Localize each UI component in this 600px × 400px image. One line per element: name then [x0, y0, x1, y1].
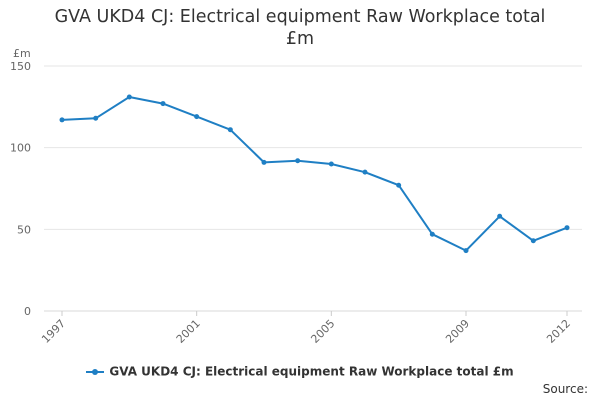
data-point-2005[interactable]	[328, 161, 334, 167]
chart-title: GVA UKD4 CJ: Electrical equipment Raw Wo…	[0, 6, 600, 50]
data-point-2008[interactable]	[429, 231, 435, 237]
y-tick-label: 150	[10, 60, 31, 73]
data-point-2007[interactable]	[396, 182, 402, 188]
data-point-2001[interactable]	[194, 114, 200, 120]
y-tick-label: 0	[24, 305, 31, 318]
data-point-2012[interactable]	[564, 225, 570, 231]
chart-title-line-1: GVA UKD4 CJ: Electrical equipment Raw Wo…	[54, 7, 546, 27]
data-point-2003[interactable]	[261, 159, 267, 165]
data-point-2004[interactable]	[295, 158, 301, 164]
x-tick-label: 1997	[39, 317, 68, 346]
data-point-2011[interactable]	[530, 238, 536, 244]
x-tick-label: 2005	[308, 317, 337, 346]
legend-label: GVA UKD4 CJ: Electrical equipment Raw Wo…	[109, 364, 514, 379]
y-tick-label: 50	[17, 223, 31, 236]
data-point-1998[interactable]	[93, 115, 99, 121]
data-point-1997[interactable]	[59, 117, 65, 123]
axes: £m 0 50 100 150 1997 2001 2005 2009 2012	[10, 47, 573, 346]
data-point-2000[interactable]	[160, 101, 166, 107]
source-label: Source:	[542, 382, 588, 396]
data-point-2002[interactable]	[227, 127, 233, 133]
series-layer	[59, 94, 570, 254]
series-line	[61, 96, 568, 252]
y-tick-label: 100	[10, 142, 31, 155]
x-tick-label: 2001	[174, 317, 203, 346]
data-point-2010[interactable]	[497, 213, 503, 219]
legend-swatch	[86, 367, 105, 377]
chart-title-line-2: £m	[285, 29, 315, 49]
data-point-1999[interactable]	[126, 94, 132, 100]
x-tick-label: 2012	[544, 317, 573, 346]
data-point-2009[interactable]	[463, 248, 469, 254]
data-point-2006[interactable]	[362, 169, 368, 175]
grid-lines	[44, 65, 582, 312]
x-tick-label: 2009	[443, 317, 472, 346]
legend: GVA UKD4 CJ: Electrical equipment Raw Wo…	[0, 364, 600, 379]
y-axis-unit-label: £m	[13, 47, 31, 60]
